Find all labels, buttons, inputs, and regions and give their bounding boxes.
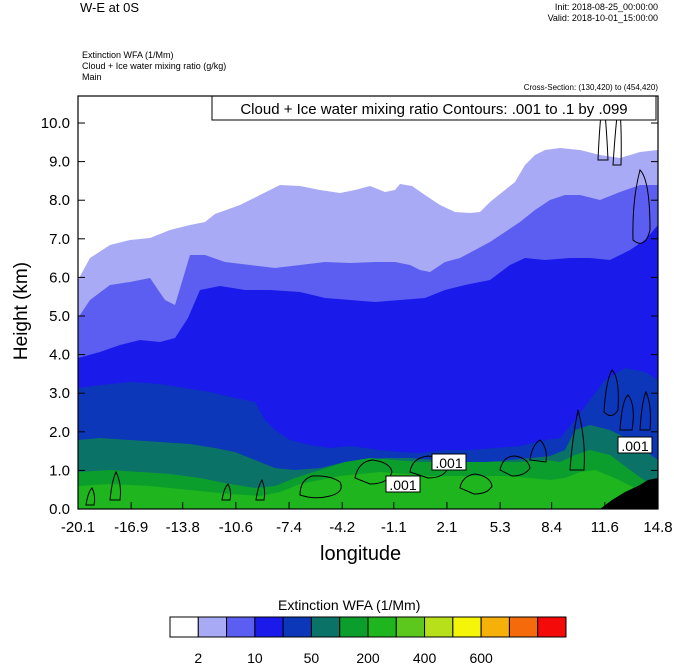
- colorbar-swatch: [480, 616, 510, 638]
- colorbar-swatch: [339, 616, 369, 638]
- field-name-extinction: Extinction WFA (1/Mm): [82, 50, 174, 60]
- x-tick-label: -16.9: [114, 519, 148, 536]
- x-tick-label: 8.4: [541, 519, 562, 536]
- contour-label-box: [385, 475, 421, 493]
- x-tick-label: -4.2: [329, 519, 355, 536]
- x-tick-label: -20.1: [61, 519, 95, 536]
- colorbar-swatch: [226, 616, 256, 638]
- colorbar: 2 10 50 200 400 600: [169, 616, 567, 666]
- terrain-mask: [600, 478, 658, 509]
- x-tick-label: -13.8: [166, 519, 200, 536]
- x-tick-label: -1.1: [381, 519, 407, 536]
- x-axis: -20.1 -16.9 -13.8 -10.6 -7.4 -4.2 -1.1 2.1 5.3 8.…: [61, 502, 673, 536]
- init-time: Init: 2018-08-25_00:00:00: [554, 2, 658, 12]
- x-tick-label: 5.3: [490, 519, 511, 536]
- contour-fill-layer: [78, 96, 658, 509]
- colorbar-tick-label: 50: [304, 650, 320, 666]
- colorbar-tick-label: 200: [356, 650, 380, 666]
- colorbar-tick-label: 10: [247, 650, 263, 666]
- x-tick-label: -10.6: [219, 519, 253, 536]
- y-tick-label: 2.0: [49, 424, 70, 441]
- contour-label-box: [431, 453, 467, 471]
- contour-info-box: [211, 95, 657, 121]
- y-tick-label: 10.0: [41, 115, 70, 132]
- colorbar-swatch: [169, 616, 199, 638]
- x-axis-label: longitude: [320, 543, 402, 565]
- colorbar-tick-label: 600: [469, 650, 493, 666]
- colorbar-tick-label: 2: [194, 650, 202, 666]
- colorbar-swatch: [424, 616, 454, 638]
- x-tick-label: 11.6: [591, 519, 619, 536]
- colorbar-swatch: [537, 616, 567, 638]
- contour-label-box: [617, 436, 653, 454]
- colorbar-swatch: [197, 616, 228, 638]
- band-light-green: [78, 470, 658, 509]
- x-tick-label: 14.8: [643, 519, 672, 536]
- y-tick-label: 5.0: [49, 308, 70, 325]
- colorbar-swatch: [452, 616, 482, 638]
- colorbar-tick-label: 400: [413, 650, 437, 666]
- plot-title: W-E at 0S: [80, 0, 140, 15]
- colorbar-swatch: [395, 616, 426, 638]
- colorbar-swatch: [310, 616, 341, 638]
- field-name-mixing-ratio: Cloud + Ice water mixing ratio (g/kg): [82, 61, 227, 71]
- x-tick-label: 2.1: [437, 519, 458, 536]
- colorbar-swatch: [254, 616, 284, 638]
- y-tick-label: 3.0: [49, 385, 70, 402]
- colorbar-title: Extinction WFA (1/Mm): [278, 597, 421, 613]
- y-tick-label: 6.0: [49, 269, 70, 286]
- contour-label: .001: [435, 455, 462, 471]
- y-tick-label: 1.0: [49, 462, 70, 479]
- x-tick-label: -7.4: [276, 519, 302, 536]
- colorbar-swatch: [508, 616, 539, 638]
- y-tick-label: 9.0: [49, 154, 70, 171]
- plot-frame: [77, 95, 659, 510]
- contour-label: .001: [389, 477, 416, 493]
- domain-name: Main: [82, 72, 102, 82]
- colorbar-swatch: [282, 616, 312, 638]
- y-axis-label: Height (km): [11, 261, 32, 361]
- valid-time: Valid: 2018-10-01_15:00:00: [547, 13, 658, 23]
- cross-section-label: Cross-Section: (130,420) to (454,420): [523, 83, 658, 92]
- y-tick-label: 0.0: [49, 501, 70, 518]
- y-axis: 0.0 1.0 2.0 3.0 4.0 5.0 6.0 7.0 8.0 9.0 10.0: [41, 115, 658, 518]
- y-tick-label: 8.0: [49, 192, 70, 209]
- contour-info-text: Cloud + Ice water mixing ratio Contours:…: [240, 101, 627, 118]
- y-tick-label: 7.0: [49, 231, 70, 248]
- y-tick-label: 4.0: [49, 347, 70, 364]
- colorbar-swatch: [367, 616, 397, 638]
- contour-label: .001: [621, 438, 648, 454]
